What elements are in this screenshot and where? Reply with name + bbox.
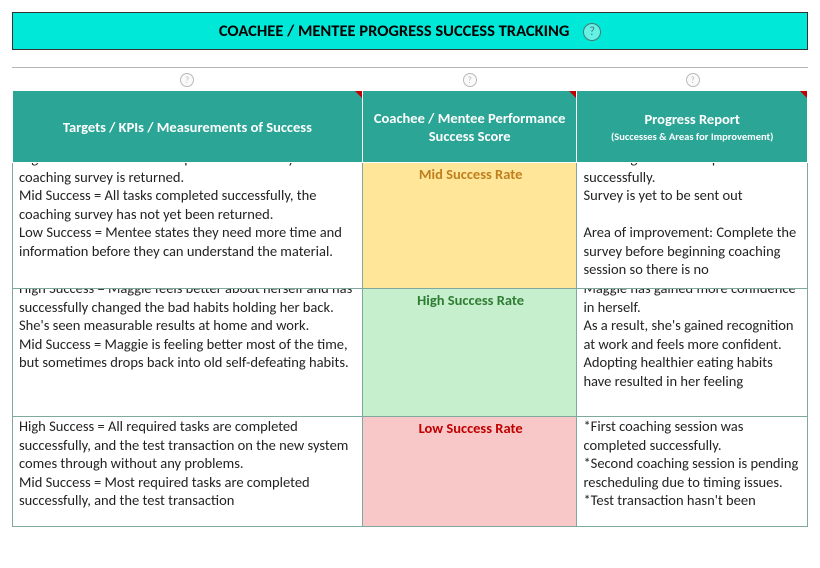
column-hint-icon[interactable]: ? [463, 73, 477, 87]
comment-indicator-icon[interactable] [355, 91, 362, 98]
column-header: Targets / KPIs / Measurements of Success [13, 91, 363, 163]
targets-cell[interactable]: High Success = Maggie feels better about… [13, 289, 363, 417]
table-row: High Success = All tasks completed succe… [13, 163, 808, 289]
table-header-row: Targets / KPIs / Measurements of Success… [13, 91, 808, 163]
report-cell[interactable]: Coaching session completed successfully.… [577, 163, 808, 289]
banner-title: COACHEE / MENTEE PROGRESS SUCCESS TRACKI… [219, 21, 570, 41]
targets-cell[interactable]: High Success = All tasks completed succe… [13, 163, 363, 289]
success-score-cell[interactable]: High Success Rate [362, 289, 577, 417]
column-header: Coachee / Mentee Performance Success Sco… [362, 91, 577, 163]
column-hint-icon[interactable]: ? [686, 73, 700, 87]
comment-indicator-icon[interactable] [800, 91, 807, 98]
column-header: Progress Report (Successes & Areas for Im… [577, 91, 808, 163]
column-header-label: Targets / KPIs / Measurements of Success [63, 118, 312, 136]
table-body: High Success = All tasks completed succe… [13, 163, 808, 527]
success-score-cell[interactable]: Low Success Rate [362, 417, 577, 527]
targets-text: High Success = All required tasks are co… [19, 417, 358, 510]
report-text: Coaching session completed successfully.… [583, 163, 803, 279]
table-row: High Success = All required tasks are co… [13, 417, 808, 527]
title-banner: COACHEE / MENTEE PROGRESS SUCCESS TRACKI… [12, 12, 808, 50]
column-header-sublabel: (Successes & Areas for Improvement) [585, 130, 799, 143]
column-header-label: Progress Report [644, 110, 740, 128]
targets-cell[interactable]: High Success = All required tasks are co… [13, 417, 363, 527]
success-score-cell[interactable]: Mid Success Rate [362, 163, 577, 289]
column-header-label: Coachee / Mentee Performance Success Sco… [374, 109, 566, 145]
report-text: Maggie has gained more confidence in her… [583, 289, 803, 391]
table-row: High Success = Maggie feels better about… [13, 289, 808, 417]
report-cell[interactable]: *First coaching session was completed su… [577, 417, 808, 527]
report-text: *First coaching session was completed su… [583, 417, 803, 510]
column-hint-icon[interactable]: ? [180, 73, 194, 87]
banner-separator [12, 50, 808, 68]
column-hints-row: ??? [12, 70, 808, 90]
report-cell[interactable]: Maggie has gained more confidence in her… [577, 289, 808, 417]
targets-text: High Success = Maggie feels better about… [19, 289, 358, 372]
tracking-table: Targets / KPIs / Measurements of Success… [12, 90, 808, 527]
help-icon[interactable]: ? [583, 23, 601, 41]
targets-text: High Success = All tasks completed succe… [19, 163, 358, 261]
comment-indicator-icon[interactable] [569, 91, 576, 98]
